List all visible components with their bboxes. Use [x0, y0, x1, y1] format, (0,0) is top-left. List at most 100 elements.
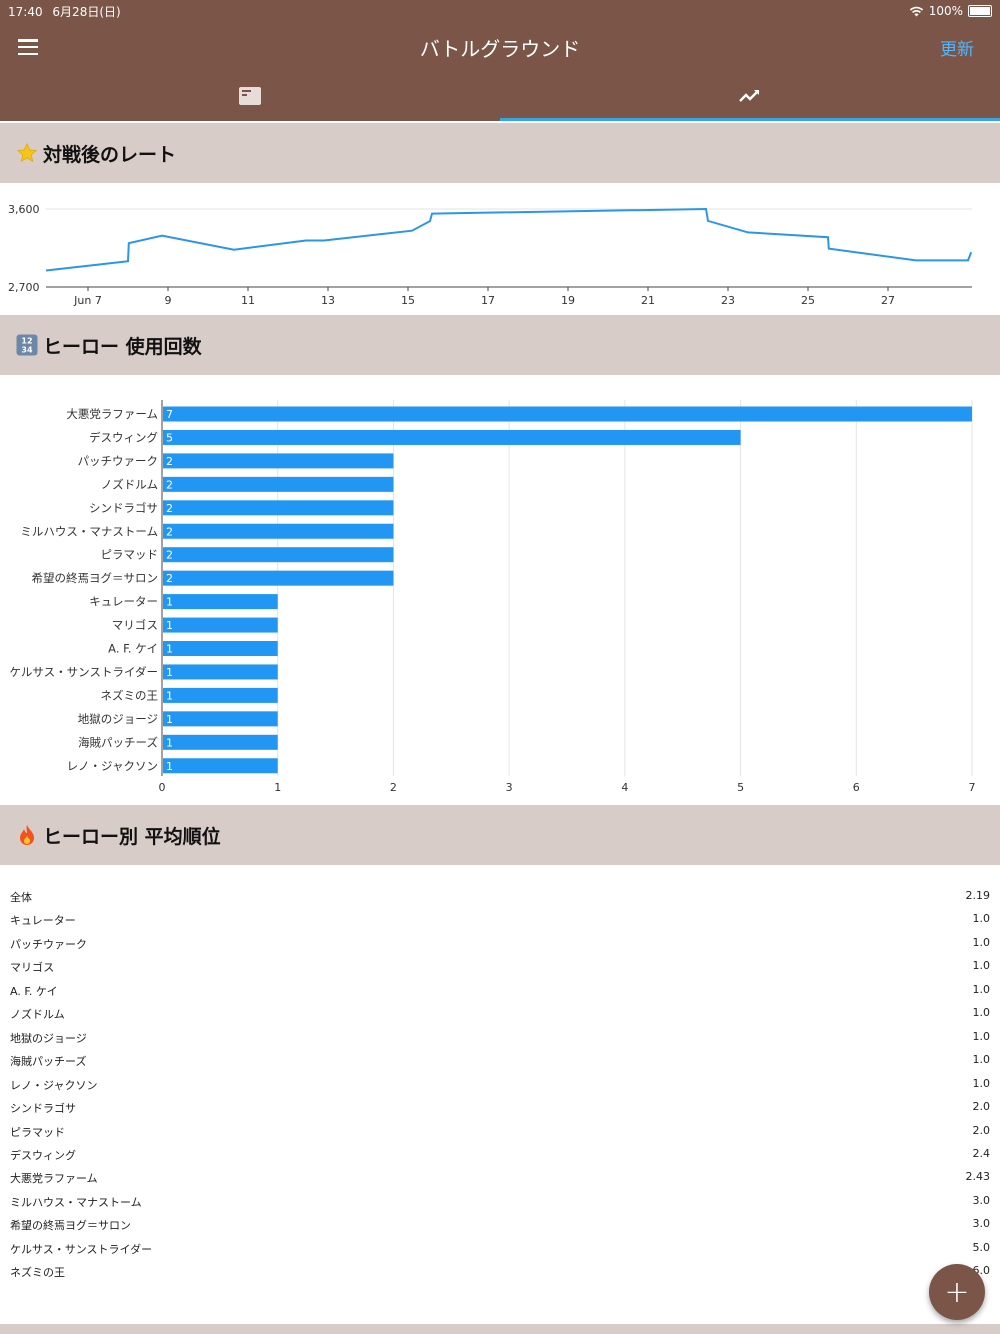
list-item: パッチウァーク 1.0: [0, 931, 1000, 954]
bar: [163, 664, 278, 680]
page-title: バトルグラウンド: [419, 37, 581, 61]
category-label: A. F. ケイ: [108, 642, 158, 656]
average-rank-value: 1.0: [972, 1006, 991, 1020]
hero-name: 地獄のジョージ: [10, 1031, 87, 1045]
list-item: レノ・ジャクソン 1.0: [0, 1072, 1000, 1095]
bar-value-label: 1: [166, 689, 173, 702]
bar: [163, 547, 394, 563]
bar-value-label: 7: [166, 408, 173, 421]
section-rating-header: 対戦後のレート: [0, 123, 1000, 183]
tab-records[interactable]: [0, 80, 500, 121]
refresh-button[interactable]: 更新: [940, 40, 974, 60]
bar: [163, 406, 972, 422]
x-tick-label: 21: [641, 294, 655, 307]
bar-value-label: 1: [166, 666, 173, 679]
x-tick-label: 15: [401, 294, 415, 307]
add-button[interactable]: +: [929, 1264, 985, 1320]
list-item: 希望の終焉ヨグ＝サロン 3.0: [0, 1212, 1000, 1235]
hero-name: 全体: [10, 891, 32, 904]
x-tick-label: Jun 7: [73, 294, 102, 307]
section-rating-title: 対戦後のレート: [43, 143, 177, 166]
section-average-header: ヒーロー別 平均順位: [0, 805, 1000, 865]
hero-name: ピラマッド: [10, 1125, 65, 1139]
bar-value-label: 2: [166, 572, 173, 585]
wifi-icon: [909, 6, 923, 16]
fire-icon: [20, 825, 34, 845]
x-tick-label: 1: [274, 781, 281, 794]
bar: [163, 570, 394, 586]
average-rank-value: 1.0: [972, 912, 991, 926]
y-tick-label: 3,600: [8, 203, 40, 216]
hero-name: デスウィング: [10, 1148, 76, 1162]
hero-name: シンドラゴサ: [10, 1102, 76, 1116]
average-rank-value: 2.0: [972, 1123, 991, 1137]
category-label: デスウィング: [89, 430, 158, 444]
bar-value-label: 1: [166, 643, 173, 656]
list-item: ノズドルム 1.0: [0, 1001, 1000, 1024]
category-label: シンドラゴサ: [89, 501, 158, 515]
category-label: 希望の終焉ヨグ＝サロン: [32, 571, 159, 585]
hero-name: ミルハウス・マナストーム: [10, 1195, 142, 1209]
category-label: ノズドルム: [101, 477, 158, 491]
rating-line-chart: 3,600 2,700 Jun 7 9 11 13 15 17 19 21 23 25 27: [8, 203, 973, 307]
hero-name: レノ・ジャクソン: [10, 1078, 98, 1092]
average-rank-value: 3.0: [972, 1193, 991, 1207]
hero-name: ケルサス・サンストライダー: [10, 1242, 153, 1256]
star-icon: [16, 142, 38, 163]
x-tick-label: 0: [159, 781, 166, 794]
hero-name: A. F. ケイ: [10, 984, 58, 998]
bar-value-label: 2: [166, 478, 173, 491]
category-label: ミルハウス・マナストーム: [20, 524, 158, 538]
average-rank-value: 1.0: [972, 1029, 991, 1043]
bar: [163, 641, 278, 656]
bar: [163, 617, 278, 633]
menu-icon[interactable]: [18, 39, 38, 55]
bar-value-label: 5: [166, 431, 173, 444]
x-tick-label: 17: [481, 294, 495, 307]
average-rank-value: 2.19: [965, 889, 991, 902]
status-time: 17:40: [8, 5, 43, 19]
section-usage-title: ヒーロー 使用回数: [43, 335, 202, 358]
average-rank-value: 1.0: [972, 935, 991, 949]
bar: [163, 523, 394, 539]
app-header: 17:40 6月28日(日) 100% バトルグラウンド 更新: [0, 0, 1000, 121]
status-date: 6月28日(日): [52, 5, 121, 19]
numbers-icon: 12 34: [16, 334, 38, 356]
list-item: マリゴス 1.0: [0, 954, 1000, 977]
plus-icon: +: [944, 1274, 970, 1310]
bar: [163, 429, 741, 445]
hero-name: ノズドルム: [10, 1008, 65, 1022]
category-label: パッチウァーク: [78, 454, 159, 468]
average-rank-value: 3.0: [972, 1217, 991, 1231]
tab-stats[interactable]: [500, 80, 1000, 121]
hero-name: キュレーター: [10, 914, 76, 928]
list-item: 大悪党ラファーム 2.43: [0, 1165, 1000, 1188]
list-item: ネズミの王 6.0: [0, 1259, 1000, 1282]
category-label: ピラマッド: [101, 548, 159, 562]
average-rank-value: 5.0: [972, 1240, 991, 1254]
average-rank-value: 1.0: [972, 959, 991, 973]
category-label: ケルサス・サンストライダー: [9, 665, 158, 679]
bar: [163, 476, 394, 492]
bar: [163, 687, 278, 703]
svg-text:34: 34: [21, 346, 33, 355]
x-tick-label: 4: [621, 781, 628, 794]
list-item: キュレーター 1.0: [0, 907, 1000, 930]
x-tick-label: 9: [165, 294, 172, 307]
bar-value-label: 1: [166, 736, 173, 749]
category-label: 海賊パッチーズ: [78, 735, 158, 749]
next-section-header: [0, 1324, 1000, 1334]
hero-name: 大悪党ラファーム: [10, 1172, 98, 1186]
list-item: 海賊パッチーズ 1.0: [0, 1048, 1000, 1071]
category-label: マリゴス: [112, 618, 158, 632]
status-bar: 17:40 6月28日(日) 100%: [8, 3, 992, 19]
average-rank-value: 1.0: [972, 982, 991, 996]
y-tick-label: 2,700: [8, 281, 40, 294]
bar-value-label: 1: [166, 713, 173, 726]
x-tick-label: 3: [506, 781, 513, 794]
section-average-title: ヒーロー別 平均順位: [43, 825, 221, 848]
x-tick-label: 23: [721, 294, 735, 307]
average-rank-value: 2.0: [972, 1100, 991, 1114]
bar: [163, 711, 278, 727]
